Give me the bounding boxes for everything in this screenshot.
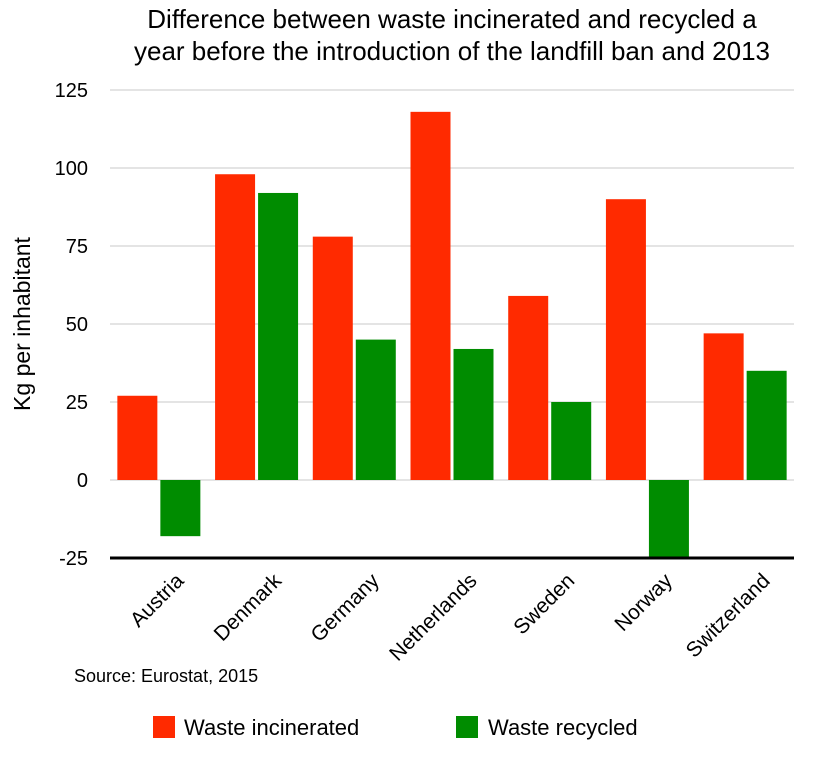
- legend: Waste incinerated Waste recycled: [153, 715, 638, 740]
- y-tick-label: 0: [77, 470, 88, 492]
- bar-incinerated-netherlands: [410, 111, 451, 480]
- y-tick-label: -25: [59, 548, 88, 570]
- bar-incinerated-austria: [117, 395, 158, 480]
- category-labels: Austria Denmark Germany Netherlands Sweden No…: [126, 569, 775, 666]
- legend-swatch-incinerated: [153, 716, 175, 738]
- category-label-sweden: Sweden: [509, 569, 579, 639]
- bar-incinerated-switzerland: [703, 333, 744, 480]
- bar-recycled-netherlands: [453, 348, 494, 480]
- category-label-denmark: Denmark: [210, 569, 287, 646]
- y-tick-label: 75: [66, 236, 88, 258]
- bar-recycled-switzerland: [746, 370, 787, 480]
- y-tick-label: 25: [66, 392, 88, 414]
- bar-recycled-austria: [160, 480, 201, 537]
- y-tick-labels: 125 100 75 50 25 0 -25: [55, 80, 88, 570]
- y-tick-label: 125: [55, 80, 88, 102]
- bar-recycled-sweden: [551, 402, 592, 480]
- category-label-germany: Germany: [306, 569, 384, 647]
- category-label-austria: Austria: [126, 569, 189, 632]
- bar-incinerated-germany: [312, 236, 353, 480]
- chart-title-line-1: Difference between waste incinerated and…: [147, 4, 757, 34]
- y-axis-label: Kg per inhabitant: [9, 236, 35, 411]
- source-note: Source: Eurostat, 2015: [74, 666, 258, 686]
- chart-title-line-2: year before the introduction of the land…: [134, 36, 770, 66]
- category-label-switzerland: Switzerland: [682, 569, 775, 662]
- bar-recycled-denmark: [258, 192, 299, 480]
- bar-incinerated-norway: [605, 199, 646, 480]
- gridlines: [110, 89, 794, 481]
- category-label-netherlands: Netherlands: [385, 569, 481, 665]
- legend-label-recycled: Waste recycled: [488, 715, 638, 740]
- y-tick-label: 100: [55, 158, 88, 180]
- y-tick-label: 50: [66, 314, 88, 336]
- bars: [117, 111, 787, 558]
- bar-recycled-norway: [648, 480, 689, 558]
- category-label-norway: Norway: [610, 569, 677, 636]
- bar-incinerated-denmark: [215, 174, 256, 481]
- bar-incinerated-sweden: [508, 295, 549, 480]
- legend-label-incinerated: Waste incinerated: [184, 715, 359, 740]
- bar-recycled-germany: [355, 339, 396, 480]
- legend-swatch-recycled: [456, 716, 478, 738]
